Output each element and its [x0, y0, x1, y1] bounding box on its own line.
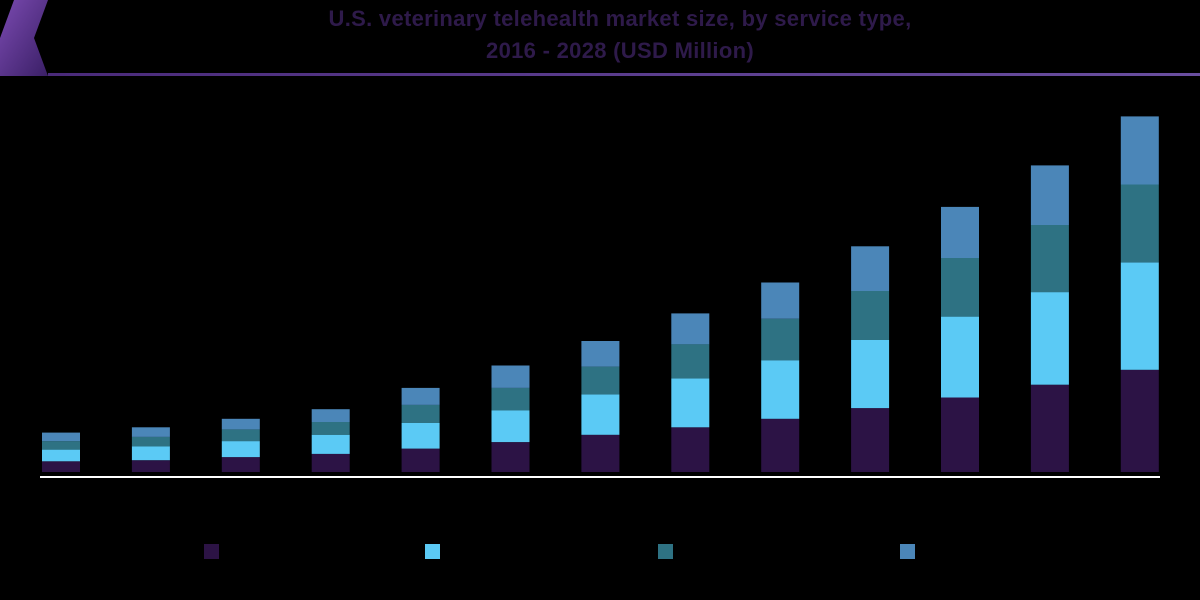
bar-segment-2022-series-1: [581, 434, 620, 472]
bar-segment-2019-series-4: [311, 409, 350, 422]
bar-segment-2018-series-3: [221, 429, 260, 442]
legend: [204, 544, 915, 559]
corner-accent: [0, 0, 48, 76]
bar-segment-2024-series-2: [761, 360, 800, 419]
header-decoration: [0, 0, 1200, 76]
bar-segment-2022-series-3: [581, 366, 620, 395]
bar-segment-2025-series-1: [851, 408, 890, 472]
bar-segment-2028-series-4: [1120, 116, 1159, 185]
bar-segment-2023-series-2: [671, 378, 710, 428]
bar-segment-2022-series-2: [581, 394, 620, 435]
bar-segment-2027-series-4: [1030, 165, 1069, 225]
bar-segment-2019-series-3: [311, 422, 350, 435]
bar-segment-2020-series-3: [401, 404, 440, 423]
bar-segment-2023-series-3: [671, 344, 710, 379]
bar-segment-2017-series-2: [131, 446, 170, 461]
bar-segment-2022-series-4: [581, 341, 620, 367]
bar-segment-2024-series-1: [761, 418, 800, 472]
bar-segment-2018-series-4: [221, 418, 260, 430]
bar-segment-2020-series-2: [401, 423, 440, 449]
bar-segment-2017-series-4: [131, 427, 170, 437]
bar-segment-2026-series-3: [941, 258, 979, 317]
bar-segment-2028-series-3: [1120, 184, 1159, 263]
bar-segment-2021-series-4: [491, 365, 530, 388]
bar-segment-2023-series-4: [671, 313, 710, 345]
bar-segment-2020-series-1: [401, 448, 440, 472]
bar-segment-2019-series-1: [311, 453, 350, 472]
bar-segment-2016-series-3: [42, 441, 80, 450]
legend-swatch-series-3: [658, 544, 673, 559]
bar-segment-2021-series-1: [491, 442, 530, 472]
bar-segment-2026-series-4: [941, 206, 979, 258]
bar-segment-2026-series-1: [941, 397, 979, 472]
bar-segment-2018-series-2: [221, 441, 260, 458]
bar-segment-2021-series-3: [491, 387, 530, 411]
bar-segment-2026-series-2: [941, 316, 979, 398]
corner-notch: [0, 0, 14, 38]
bar-segment-2017-series-3: [131, 436, 170, 447]
bar-segment-2027-series-2: [1030, 292, 1069, 385]
bar-segment-2027-series-3: [1030, 225, 1069, 293]
bar-segment-2028-series-2: [1120, 262, 1159, 370]
bar-segment-2016-series-1: [42, 461, 80, 472]
bar-segment-2028-series-1: [1120, 369, 1159, 472]
legend-swatch-series-4: [900, 544, 915, 559]
bar-segment-2025-series-3: [851, 291, 890, 340]
bar-stacks: [40, 116, 1160, 478]
bar-segment-2020-series-4: [401, 387, 440, 405]
legend-swatch-series-2: [425, 544, 440, 559]
chart-title-line1: U.S. veterinary telehealth market size, …: [328, 6, 912, 31]
bar-segment-2021-series-2: [491, 410, 530, 443]
bar-segment-2025-series-2: [851, 340, 890, 409]
bar-segment-2024-series-4: [761, 282, 800, 319]
header-rule: [48, 73, 1200, 76]
bar-segment-2025-series-4: [851, 246, 890, 291]
bar-segment-2024-series-3: [761, 318, 800, 361]
legend-swatch-series-1: [204, 544, 219, 559]
bar-segment-2017-series-1: [131, 460, 170, 472]
bar-segment-2019-series-2: [311, 434, 350, 454]
bar-segment-2016-series-2: [42, 449, 80, 462]
bar-segment-2016-series-4: [42, 432, 80, 442]
bar-segment-2018-series-1: [221, 457, 260, 472]
chart-title-line2: 2016 - 2028 (USD Million): [486, 38, 754, 63]
bar-segment-2027-series-1: [1030, 384, 1069, 472]
bar-segment-2023-series-1: [671, 427, 710, 472]
